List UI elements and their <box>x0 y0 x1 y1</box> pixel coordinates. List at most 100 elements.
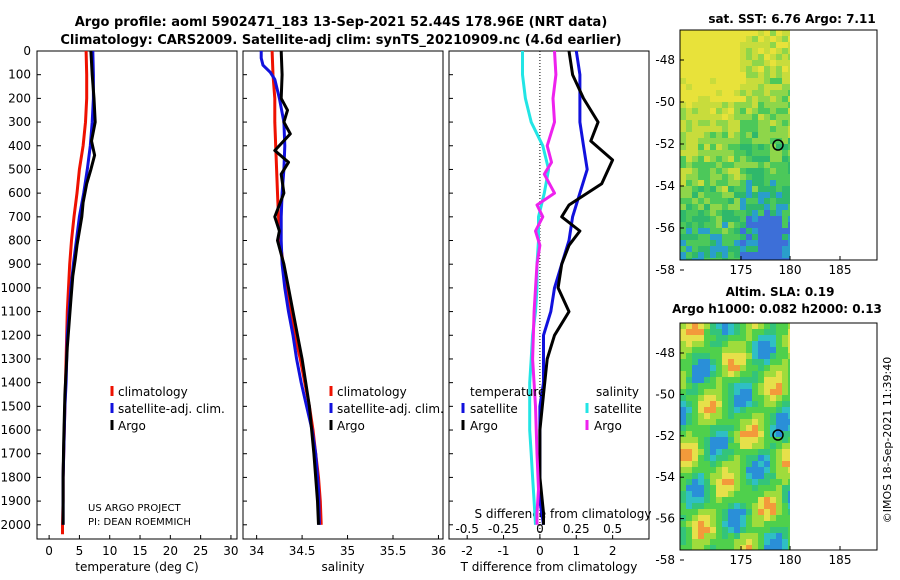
imos-watermark: ©IMOS 18-Sep-2021 11:39:40 <box>881 357 894 523</box>
sla-cell <box>746 335 753 342</box>
sst-cell <box>722 156 729 163</box>
sla-cell <box>686 473 693 480</box>
sla-cell <box>722 473 729 480</box>
sst-cell <box>734 84 741 91</box>
x-tick-label: 0 <box>536 544 544 558</box>
sla-cell <box>698 347 705 354</box>
sst-cell <box>734 60 741 67</box>
sst-cell <box>728 210 735 217</box>
sst-cell <box>680 54 687 61</box>
sst-cell <box>680 84 687 91</box>
sst-cell <box>740 156 747 163</box>
sla-cell <box>728 431 735 438</box>
sla-cell <box>692 413 699 420</box>
sst-cell <box>770 162 777 169</box>
sst-cell <box>686 114 693 121</box>
sst-cell <box>782 36 789 43</box>
depth-tick-label: 1400 <box>0 376 31 390</box>
sst-cell <box>704 120 711 127</box>
sla-cell <box>734 503 741 510</box>
sla-cell <box>752 401 759 408</box>
sst-cell <box>728 156 735 163</box>
sla-cell <box>698 461 705 468</box>
sst-cell <box>716 120 723 127</box>
sst-cell <box>764 198 771 205</box>
sst-cell <box>692 120 699 127</box>
sla-cell <box>698 515 705 522</box>
sst-cell <box>734 234 741 241</box>
sst-cell <box>710 72 717 79</box>
sst-cell <box>686 186 693 193</box>
sla-cell <box>716 467 723 474</box>
sla-cell <box>770 539 777 546</box>
sla-cell <box>710 419 717 426</box>
sla-cell <box>752 497 759 504</box>
sst-cell <box>764 162 771 169</box>
sla-cell <box>680 329 687 336</box>
sla-cell <box>710 545 717 550</box>
sst-cell <box>734 66 741 73</box>
sst-cell <box>722 150 729 157</box>
sst-cell <box>692 222 699 229</box>
sst-cell <box>716 66 723 73</box>
sst-cell <box>686 78 693 85</box>
depth-tick-label: 200 <box>8 91 31 105</box>
sla-cell <box>776 485 783 492</box>
sla-cell <box>704 419 711 426</box>
sla-cell <box>776 395 783 402</box>
sst-cell <box>758 240 765 247</box>
depth-tick-label: 500 <box>8 162 31 176</box>
sla-cell <box>698 359 705 366</box>
sla-cell <box>680 395 687 402</box>
sla-cell <box>680 545 687 550</box>
sla-cell <box>698 485 705 492</box>
sst-cell <box>776 36 783 43</box>
sla-cell <box>710 455 717 462</box>
sst-cell <box>728 48 735 55</box>
sla-cell <box>686 335 693 342</box>
sla-cell <box>740 353 747 360</box>
sla-cell <box>752 377 759 384</box>
sla-cell <box>728 437 735 444</box>
sla-cell <box>776 425 783 432</box>
sla-cell <box>734 329 741 336</box>
sla-cell <box>770 443 777 450</box>
sst-cell <box>740 96 747 103</box>
sla-cell <box>680 485 687 492</box>
sst-cell <box>788 138 790 145</box>
sla-cell <box>704 323 711 330</box>
sst-cell <box>686 246 693 253</box>
sst-cell <box>686 138 693 145</box>
sla-cell <box>704 539 711 546</box>
sst-cell <box>764 36 771 43</box>
sst-cell <box>740 204 747 211</box>
sla-cell <box>722 455 729 462</box>
sst-cell <box>770 108 777 115</box>
sla-cell <box>710 341 717 348</box>
sla-cell <box>788 431 790 438</box>
sst-cell <box>686 228 693 235</box>
sst-cell <box>770 96 777 103</box>
sla-cell <box>776 359 783 366</box>
sst-cell <box>710 90 717 97</box>
sst-cell <box>788 246 790 253</box>
sst-cell <box>710 210 717 217</box>
sst-cell <box>680 168 687 175</box>
sla-cell <box>698 341 705 348</box>
sla-cell <box>692 407 699 414</box>
sst-cell <box>746 204 753 211</box>
sla-cell <box>746 485 753 492</box>
sla-cell <box>722 497 729 504</box>
sla-cell <box>686 383 693 390</box>
sst-cell <box>752 240 759 247</box>
sst-cell <box>758 108 765 115</box>
sst-cell <box>752 258 759 260</box>
sst-cell <box>698 180 705 187</box>
sla-cell <box>770 461 777 468</box>
sla-cell <box>716 479 723 486</box>
sst-cell <box>704 198 711 205</box>
sst-cell <box>728 66 735 73</box>
sst-cell <box>734 48 741 55</box>
sst-cell <box>788 174 790 181</box>
sst-cell <box>782 252 789 259</box>
